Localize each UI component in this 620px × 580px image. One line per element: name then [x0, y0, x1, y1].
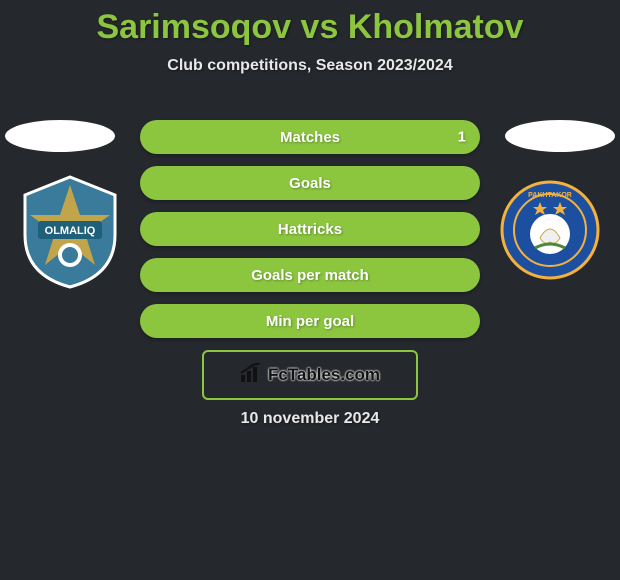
stat-row-mpg: Min per goal: [140, 304, 480, 338]
stat-label: Goals: [289, 175, 331, 192]
stat-label: Hattricks: [278, 221, 342, 238]
svg-text:PAKHTAKOR: PAKHTAKOR: [528, 192, 572, 199]
stat-label: Min per goal: [266, 313, 354, 330]
stats-panel: Matches 1 Goals Hattricks Goals per matc…: [140, 120, 480, 350]
club-crest-right: PAKHTAKOR: [500, 180, 600, 295]
branding-text: FcTables.com: [268, 365, 380, 385]
stat-row-goals: Goals: [140, 166, 480, 200]
page-subtitle: Club competitions, Season 2023/2024: [0, 57, 620, 75]
page-title: Sarimsoqov vs Kholmatov: [0, 0, 620, 47]
stat-right-value: 1: [458, 129, 466, 146]
branding-box: FcTables.com: [202, 350, 418, 400]
stat-row-hattricks: Hattricks: [140, 212, 480, 246]
club-crest-left: OLMALIQ: [20, 175, 120, 290]
date-text: 10 november 2024: [0, 410, 620, 428]
stat-row-matches: Matches 1: [140, 120, 480, 154]
stat-label: Matches: [280, 129, 340, 146]
chart-icon: [240, 363, 262, 388]
svg-text:OLMALIQ: OLMALIQ: [45, 225, 96, 237]
flag-left-ellipse: [5, 120, 115, 152]
stat-row-gpm: Goals per match: [140, 258, 480, 292]
flag-right-ellipse: [505, 120, 615, 152]
stat-label: Goals per match: [251, 267, 369, 284]
